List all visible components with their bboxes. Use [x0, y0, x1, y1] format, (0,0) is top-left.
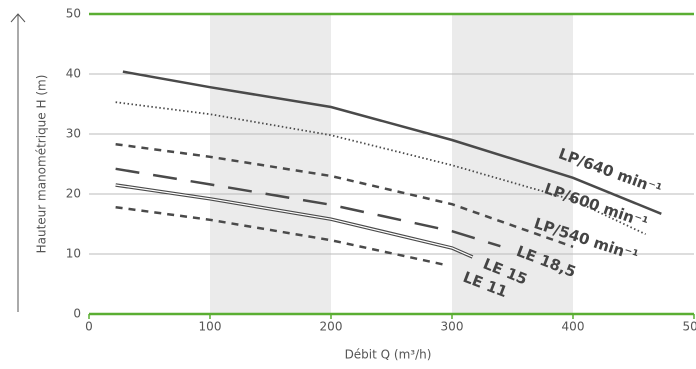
series-line: [115, 167, 501, 248]
shaded-band: [210, 14, 331, 314]
x-tick-label: 400: [562, 320, 585, 334]
x-tick-label: 500: [683, 320, 696, 334]
series-line: [115, 205, 446, 267]
x-tick-label: 100: [199, 320, 222, 334]
series-line: [122, 70, 662, 215]
x-tick-label: 0: [85, 320, 93, 334]
series-line-inner: [115, 184, 473, 258]
y-tick-label: 10: [66, 247, 81, 261]
series-line: [115, 101, 646, 236]
x-axis-label: Débit Q (m³/h): [345, 348, 432, 362]
y-arrow-head: [10, 13, 26, 23]
y-tick-label: 50: [66, 7, 81, 21]
x-tick-label: 300: [441, 320, 464, 334]
x-tick-label: 200: [320, 320, 343, 334]
y-axis-label: Hauteur manométrique H (m): [35, 75, 49, 254]
y-tick-label: 20: [66, 187, 81, 201]
shaded-band: [452, 14, 573, 314]
y-tick-label: 40: [66, 67, 81, 81]
y-tick-label: 30: [66, 127, 81, 141]
y-tick-label: 0: [73, 307, 81, 321]
